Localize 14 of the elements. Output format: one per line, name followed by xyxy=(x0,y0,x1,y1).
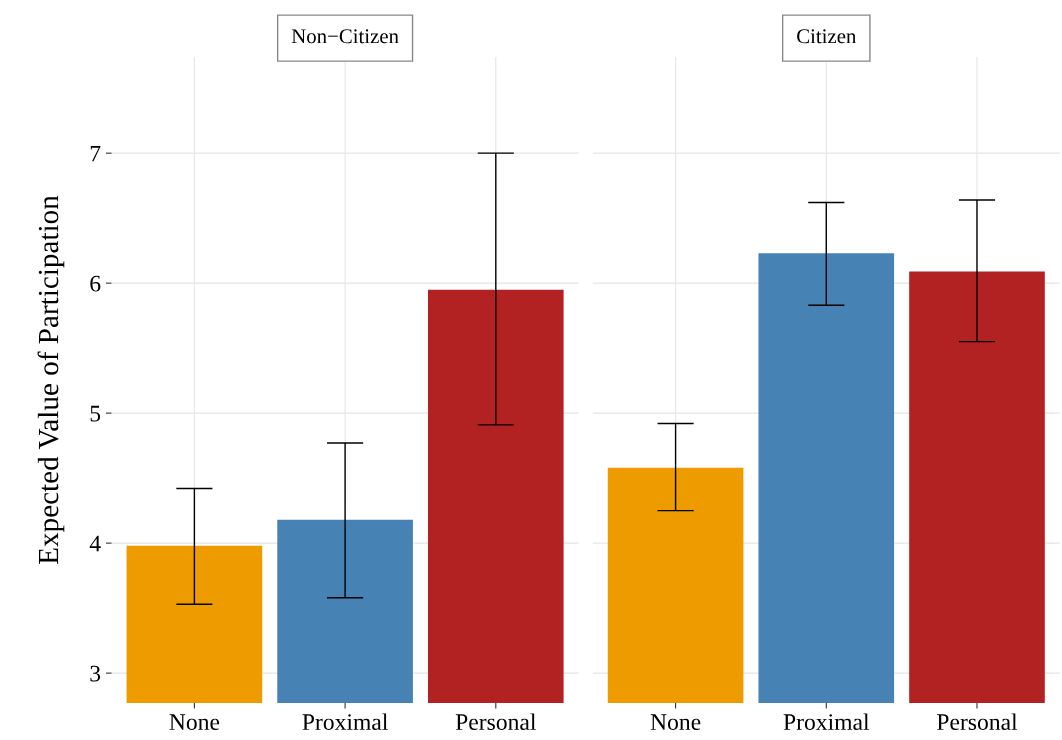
y-tick-label: 3 xyxy=(90,665,101,682)
x-tick-label: None xyxy=(169,714,220,731)
y-tick-label: 7 xyxy=(90,145,101,162)
x-tick-label: Personal xyxy=(937,713,1018,731)
chart-title: Citizen xyxy=(797,29,857,44)
x-tick-label: Proximal xyxy=(302,713,388,731)
x-tick-label: Personal xyxy=(455,713,536,731)
y-tick-label: 5 xyxy=(90,405,101,422)
y-axis-title: Expected Value of Participation xyxy=(37,195,65,564)
x-tick-label: Proximal xyxy=(783,713,870,731)
y-tick-label: 4 xyxy=(89,535,101,552)
x-tick-label: None xyxy=(650,714,701,731)
chart-title: Non−Citizen xyxy=(291,29,399,44)
y-tick-label: 6 xyxy=(90,275,101,292)
